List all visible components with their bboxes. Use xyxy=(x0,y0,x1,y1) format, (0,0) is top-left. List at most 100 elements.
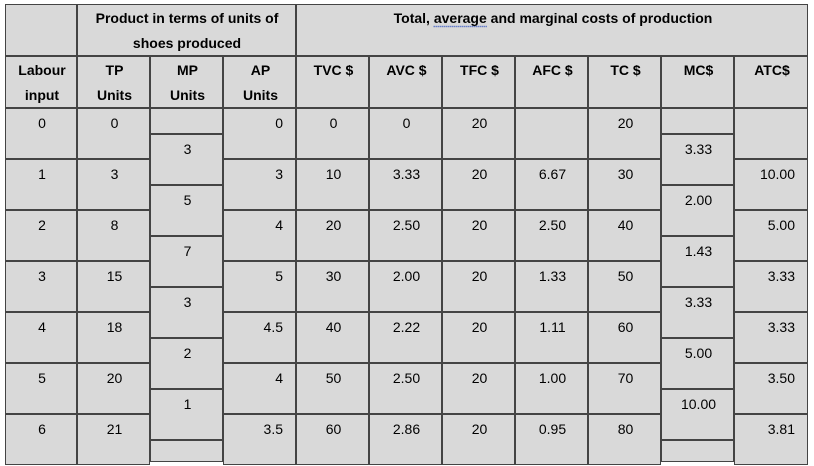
table-cell-mp: 5 xyxy=(150,185,223,236)
table-cell-tp: 15 xyxy=(77,261,150,312)
table-cell-mp-value: 5 xyxy=(183,192,192,208)
column-header-avc: AVC $ xyxy=(369,56,442,108)
table-cell-labour-value: 4 xyxy=(38,319,46,335)
table-cell-atc: 5.00 xyxy=(734,210,808,261)
table-cell-atc-value: 5.00 xyxy=(767,217,795,233)
header-costs-title: Total, average and marginal costs of pro… xyxy=(393,10,713,26)
table-cell-avc: 2.50 xyxy=(369,363,442,414)
table-cell-tc-value: 40 xyxy=(617,217,634,233)
column-header-tc-line1: TC $ xyxy=(610,62,641,78)
table-cell-mc-value: 10.00 xyxy=(680,396,717,412)
table-cell-tvc-value: 0 xyxy=(329,115,338,131)
table-cell-atc: 3.33 xyxy=(734,312,808,363)
table-cell-afc-value: 2.50 xyxy=(538,217,567,233)
table-cell-labour: 3 xyxy=(5,261,77,312)
table-cell-tp-value: 8 xyxy=(110,217,119,233)
table-cell-afc: 1.00 xyxy=(515,363,588,414)
table-cell-avc-value: 2.22 xyxy=(392,319,421,335)
table-cell-avc-value: 3.33 xyxy=(392,166,421,182)
table-cell-tp: 0 xyxy=(77,108,150,159)
table-cell-tvc-value: 40 xyxy=(325,319,342,335)
table-cell-tfc-value: 20 xyxy=(471,217,488,233)
table-cell-avc-value: 0 xyxy=(402,115,411,131)
table-cell-atc-value: 3.50 xyxy=(767,370,795,386)
column-header-labour-line2: input xyxy=(24,87,60,103)
table-cell-afc xyxy=(515,108,588,159)
column-header-avc-line1: AVC $ xyxy=(386,62,427,78)
table-cell-avc: 0 xyxy=(369,108,442,159)
table-cell-tfc: 20 xyxy=(442,363,515,414)
table-cell-avc: 2.50 xyxy=(369,210,442,261)
table-cell-mp-value: 2 xyxy=(183,345,192,361)
table-cell-tvc: 50 xyxy=(296,363,369,414)
table-cell-mc-value: 3.33 xyxy=(684,141,713,157)
table-cell-ap: 4.5 xyxy=(223,312,296,363)
table-cell-labour-value: 2 xyxy=(38,217,46,233)
table-cell-mp-top xyxy=(150,108,223,134)
table-cell-tc-value: 80 xyxy=(617,421,634,437)
table-cell-tp: 18 xyxy=(77,312,150,363)
table-cell-tvc: 40 xyxy=(296,312,369,363)
table-cell-tp: 3 xyxy=(77,159,150,210)
column-header-ap: AP Units xyxy=(223,56,296,108)
table-cell-mc: 3.33 xyxy=(661,134,734,185)
header-product-group: Product in terms of units of shoes produ… xyxy=(77,4,296,56)
table-cell-tp-value: 3 xyxy=(110,166,119,182)
table-cell-mc-value: 1.43 xyxy=(684,243,713,259)
table-cell-tc-value: 60 xyxy=(617,319,634,335)
table-cell-tp-value: 18 xyxy=(106,319,123,335)
table-cell-mc-value: 2.00 xyxy=(684,192,713,208)
table-cell-ap: 4 xyxy=(223,363,296,414)
table-cell-afc-value: 1.33 xyxy=(538,268,567,284)
column-header-tvc: TVC $ xyxy=(296,56,369,108)
table-cell-avc: 2.22 xyxy=(369,312,442,363)
table-cell-mp: 3 xyxy=(150,134,223,185)
table-cell-mc: 2.00 xyxy=(661,185,734,236)
table-cell-tc: 50 xyxy=(588,261,661,312)
table-cell-mp: 1 xyxy=(150,389,223,440)
table-cell-tp: 20 xyxy=(77,363,150,414)
table-cell-tvc: 30 xyxy=(296,261,369,312)
table-cell-atc: 3.50 xyxy=(734,363,808,414)
table-cell-tp-value: 20 xyxy=(106,370,123,386)
table-cell-tfc-value: 20 xyxy=(471,370,488,386)
table-cell-labour: 2 xyxy=(5,210,77,261)
table-cell-mc-bottom xyxy=(661,440,734,462)
table-cell-mp: 2 xyxy=(150,338,223,389)
table-cell-tp-value: 15 xyxy=(106,268,123,284)
table-cell-tvc-value: 50 xyxy=(325,370,342,386)
column-header-tp: TP Units xyxy=(77,56,150,108)
table-cell-atc-value: 3.81 xyxy=(767,421,795,437)
table-cell-afc-value: 1.00 xyxy=(538,370,567,386)
table-cell-tp: 8 xyxy=(77,210,150,261)
column-header-tvc-line1: TVC $ xyxy=(313,62,354,78)
table-cell-labour-value: 5 xyxy=(38,370,46,386)
table-cell-tc: 40 xyxy=(588,210,661,261)
table-cell-ap-value: 0 xyxy=(275,115,283,131)
table-cell-avc-value: 2.50 xyxy=(392,370,421,386)
table-cell-labour: 4 xyxy=(5,312,77,363)
column-header-ap-line1: AP xyxy=(250,62,271,78)
column-header-mp: MP Units xyxy=(150,56,223,108)
table-cell-mc: 10.00 xyxy=(661,389,734,440)
table-cell-ap-value: 4 xyxy=(275,370,283,386)
column-header-afc-line1: AFC $ xyxy=(532,62,573,78)
column-header-tfc-line1: TFC $ xyxy=(460,62,499,78)
table-cell-labour: 6 xyxy=(5,414,77,465)
table-cell-labour-value: 1 xyxy=(38,166,46,182)
table-cell-mc: 3.33 xyxy=(661,287,734,338)
table-cell-labour-value: 0 xyxy=(38,115,46,131)
table-cell-tfc-value: 20 xyxy=(471,319,488,335)
table-cell-tfc-value: 20 xyxy=(471,115,488,131)
table-cell-tc-value: 30 xyxy=(617,166,634,182)
cost-table: Product in terms of units of shoes produ… xyxy=(5,4,808,465)
table-cell-mp-value: 3 xyxy=(183,294,192,310)
column-header-labour-line1: Labour xyxy=(18,62,66,78)
table-cell-afc-value: 1.11 xyxy=(539,319,566,335)
table-cell-tc: 30 xyxy=(588,159,661,210)
table-cell-tfc-value: 20 xyxy=(471,166,488,182)
table-cell-mc-value: 3.33 xyxy=(684,294,713,310)
table-cell-labour-value: 3 xyxy=(38,268,46,284)
header-costs-group: Total, average and marginal costs of pro… xyxy=(296,4,808,56)
table-cell-ap-value: 5 xyxy=(275,268,283,284)
